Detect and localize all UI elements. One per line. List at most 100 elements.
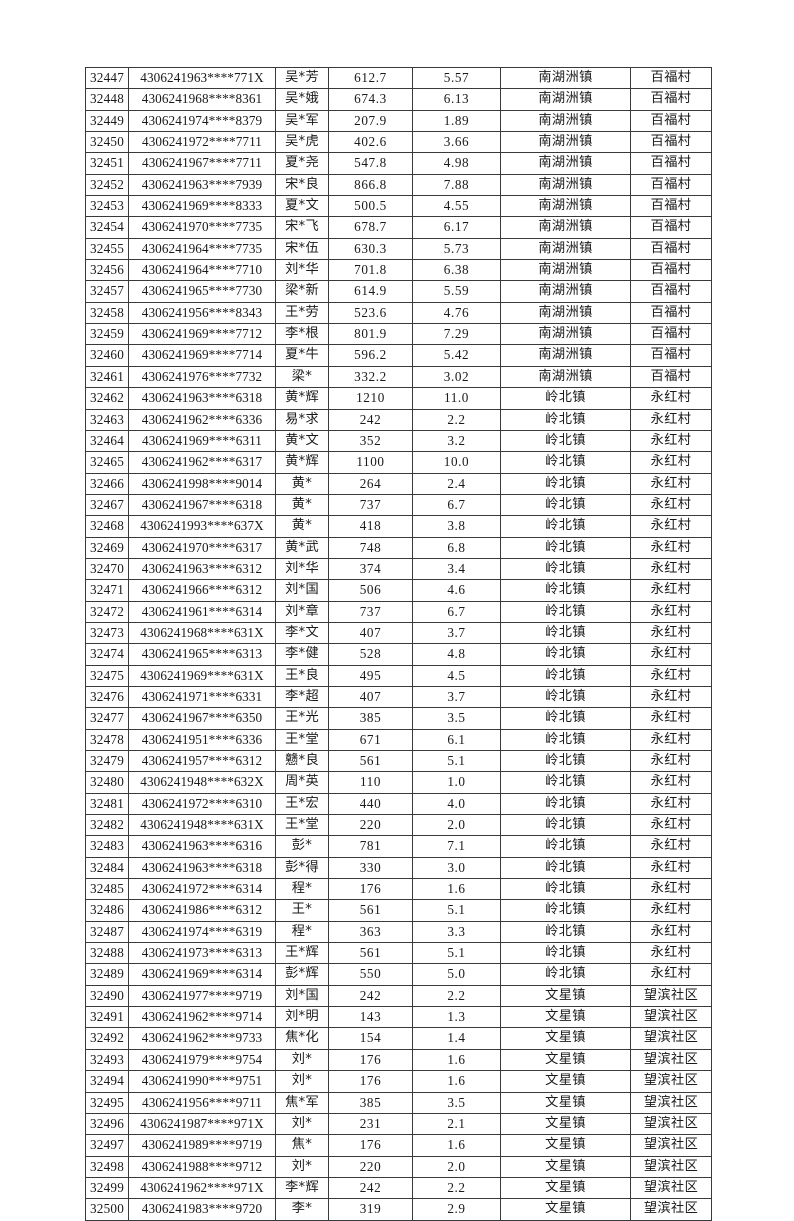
cell-town: 文星镇 <box>500 1070 631 1093</box>
cell-id: 4306241966****6312 <box>128 579 276 602</box>
cell-village: 永红村 <box>630 493 712 517</box>
cell-name: 黄*文 <box>275 429 329 453</box>
cell-amount: 231 <box>328 1112 413 1136</box>
cell-name: 王*堂 <box>275 728 329 752</box>
cell-town: 文星镇 <box>500 1091 631 1114</box>
cell-name: 程* <box>275 920 329 944</box>
cell-town: 文星镇 <box>500 1027 631 1050</box>
cell-town: 岭北镇 <box>500 792 631 816</box>
cell-name: 易*求 <box>275 408 329 431</box>
table-row: 32471 4306241966****6312 刘*国 506 4.6 岭北镇 永红村 <box>85 579 712 602</box>
cell-id: 4306241974****6319 <box>128 920 276 944</box>
cell-seq: 32483 <box>85 835 129 858</box>
cell-name: 焦*军 <box>275 1091 329 1114</box>
table-row: 32480 4306241948****632X 周*英 110 1.0 岭北镇 永红村 <box>85 771 712 794</box>
cell-id: 4306241970****6317 <box>128 536 276 559</box>
cell-id: 4306241976****7732 <box>128 365 276 389</box>
cell-name: 吴*虎 <box>275 131 329 154</box>
cell-name: 刘* <box>275 1070 329 1093</box>
cell-town: 文星镇 <box>500 1048 631 1072</box>
cell-village: 永红村 <box>630 643 712 666</box>
cell-town: 南湖洲镇 <box>500 344 631 367</box>
table-row: 32489 4306241969****6314 彭*辉 550 5.0 岭北镇 永红村 <box>85 963 712 986</box>
cell-amount: 495 <box>328 664 413 687</box>
cell-rate: 4.55 <box>412 195 501 218</box>
cell-amount: 407 <box>328 685 413 709</box>
cell-amount: 671 <box>328 728 413 752</box>
table-row: 32482 4306241948****631X 王*堂 220 2.0 岭北镇 永红村 <box>85 814 712 837</box>
cell-amount: 110 <box>328 771 413 794</box>
cell-id: 4306241963****6312 <box>128 557 276 581</box>
cell-name: 刘*章 <box>275 600 329 623</box>
table-row: 32491 4306241962****9714 刘*明 143 1.3 文星镇 望滨社区 <box>85 1006 712 1029</box>
table-row: 32483 4306241963****6316 彭* 781 7.1 岭北镇 永红村 <box>85 835 712 858</box>
cell-rate: 4.5 <box>412 664 501 687</box>
cell-amount: 242 <box>328 984 413 1008</box>
cell-rate: 5.57 <box>412 66 501 90</box>
table-row: 32468 4306241993****637X 黄* 418 3.8 岭北镇 永红村 <box>85 515 712 538</box>
cell-town: 岭北镇 <box>500 429 631 453</box>
table-row: 32474 4306241965****6313 李*健 528 4.8 岭北镇 永红村 <box>85 643 712 666</box>
cell-seq: 32461 <box>85 365 129 389</box>
cell-seq: 32497 <box>85 1134 129 1157</box>
cell-id: 4306241967****6350 <box>128 707 276 730</box>
cell-rate: 5.42 <box>412 344 501 367</box>
cell-name: 黄*武 <box>275 536 329 559</box>
cell-amount: 332.2 <box>328 365 413 389</box>
cell-rate: 5.1 <box>412 942 501 965</box>
table-row: 32449 4306241974****8379 吴*军 207.9 1.89 南湖洲镇百… <box>85 109 712 133</box>
table-container: 32447 4306241963****771X 吴*芳 612.7 5.57 南湖洲镇百… <box>85 66 712 1221</box>
cell-id: 4306241967****6318 <box>128 493 276 517</box>
cell-id: 4306241969****8333 <box>128 195 276 218</box>
cell-village: 百福村 <box>630 216 712 239</box>
cell-name: 程* <box>275 878 329 901</box>
cell-town: 南湖洲镇 <box>500 216 631 239</box>
cell-village: 永红村 <box>630 963 712 986</box>
cell-town: 岭北镇 <box>500 664 631 687</box>
cell-seq: 32494 <box>85 1070 129 1093</box>
cell-rate: 1.4 <box>412 1027 501 1050</box>
cell-seq: 32498 <box>85 1155 129 1178</box>
cell-village: 永红村 <box>630 707 712 730</box>
cell-amount: 561 <box>328 942 413 965</box>
cell-name: 刘*国 <box>275 984 329 1008</box>
cell-seq: 32447 <box>85 66 129 90</box>
cell-id: 4306241964****7735 <box>128 237 276 261</box>
cell-amount: 678.7 <box>328 216 413 239</box>
cell-amount: 748 <box>328 536 413 559</box>
cell-town: 岭北镇 <box>500 621 631 645</box>
cell-id: 4306241979****9754 <box>128 1048 276 1072</box>
cell-village: 永红村 <box>630 771 712 794</box>
cell-amount: 143 <box>328 1006 413 1029</box>
cell-name: 戆*良 <box>275 749 329 773</box>
cell-town: 南湖洲镇 <box>500 237 631 261</box>
table-row: 32457 4306241965****7730 梁*新 614.9 5.59 南湖洲镇百… <box>85 280 712 303</box>
cell-id: 4306241956****8343 <box>128 301 276 325</box>
cell-name: 吴*军 <box>275 109 329 133</box>
cell-village: 百福村 <box>630 365 712 389</box>
document-page: 32447 4306241963****771X 吴*芳 612.7 5.57 南湖洲镇百… <box>85 66 712 1221</box>
cell-name: 彭* <box>275 835 329 858</box>
cell-rate: 3.7 <box>412 685 501 709</box>
table-row: 32496 4306241987****971X 刘* 231 2.1 文星镇 望滨社区 <box>85 1112 712 1136</box>
cell-town: 文星镇 <box>500 1006 631 1029</box>
cell-rate: 4.98 <box>412 152 501 175</box>
cell-village: 永红村 <box>630 878 712 901</box>
cell-id: 4306241962****9733 <box>128 1027 276 1050</box>
cell-amount: 561 <box>328 899 413 922</box>
cell-id: 4306241948****631X <box>128 814 276 837</box>
cell-id: 4306241962****9714 <box>128 1006 276 1029</box>
table-row: 32488 4306241973****6313 王*辉 561 5.1 岭北镇 永红村 <box>85 942 712 965</box>
cell-rate: 7.88 <box>412 173 501 197</box>
cell-name: 彭*辉 <box>275 963 329 986</box>
table-row: 32452 4306241963****7939 宋*良 866.8 7.88 南湖洲镇百… <box>85 173 712 197</box>
table-row: 32465 4306241962****6317 黄*辉 1100 10.0 岭北镇 永红村 <box>85 451 712 474</box>
cell-id: 4306241963****6318 <box>128 387 276 410</box>
cell-amount: 220 <box>328 1155 413 1178</box>
cell-village: 百福村 <box>630 301 712 325</box>
cell-seq: 32481 <box>85 792 129 816</box>
cell-village: 望滨社区 <box>630 1091 712 1114</box>
cell-seq: 32484 <box>85 856 129 880</box>
cell-rate: 5.59 <box>412 280 501 303</box>
table-row: 32460 4306241969****7714 夏*牛 596.2 5.42 南湖洲镇百… <box>85 344 712 367</box>
